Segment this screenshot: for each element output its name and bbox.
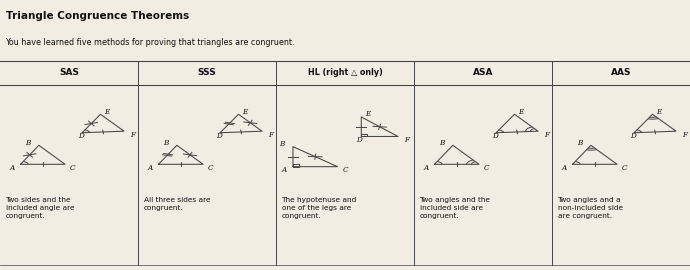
Text: E: E [104,107,109,116]
Text: A: A [424,164,429,172]
Text: B: B [577,139,582,147]
Text: D: D [216,132,221,140]
Text: You have learned five methods for proving that triangles are congruent.: You have learned five methods for provin… [6,38,295,47]
Text: Two angles and a
non-included side
are congruent.: Two angles and a non-included side are c… [558,197,622,219]
Text: E: E [242,107,247,116]
Text: C: C [342,166,348,174]
Text: All three sides are
congruent.: All three sides are congruent. [144,197,210,211]
Text: Two angles and the
included side are
congruent.: Two angles and the included side are con… [420,197,491,219]
Text: D: D [492,132,497,140]
Text: F: F [682,131,687,139]
Text: D: D [630,132,635,140]
Text: E: E [365,110,370,118]
Text: B: B [439,139,444,147]
Text: B: B [163,139,168,147]
Text: ASA: ASA [473,68,493,77]
Text: E: E [656,107,661,116]
Text: C: C [70,164,75,172]
Text: HL (right △ only): HL (right △ only) [308,68,382,77]
Text: B: B [25,139,30,147]
Text: A: A [148,164,153,172]
Text: E: E [518,107,523,116]
Text: The hypotenuse and
one of the legs are
congruent.: The hypotenuse and one of the legs are c… [282,197,357,219]
Text: F: F [544,131,549,139]
Text: D: D [356,136,362,144]
Text: SAS: SAS [59,68,79,77]
Text: AAS: AAS [611,68,631,77]
Text: B: B [279,140,284,148]
Text: A: A [562,164,567,172]
Text: A: A [282,166,286,174]
Text: F: F [130,131,135,139]
Text: C: C [208,164,213,172]
Text: C: C [622,164,627,172]
Text: F: F [268,131,273,139]
Text: SSS: SSS [197,68,217,77]
Text: Two sides and the
included angle are
congruent.: Two sides and the included angle are con… [6,197,74,219]
Text: A: A [10,164,15,172]
Text: F: F [404,136,408,144]
Text: D: D [78,132,83,140]
Text: C: C [484,164,489,172]
Text: Triangle Congruence Theorems: Triangle Congruence Theorems [6,11,189,21]
